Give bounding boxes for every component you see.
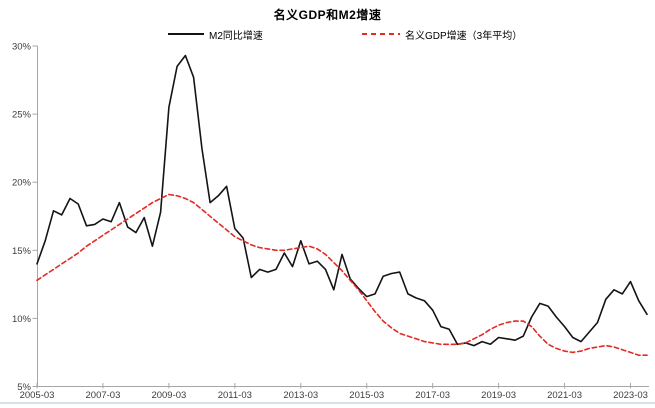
legend-label-m2: M2同比增速 bbox=[209, 30, 263, 42]
x-axis-tick-label: 2005-03 bbox=[20, 390, 55, 401]
x-axis-tick-label: 2021-03 bbox=[547, 390, 582, 401]
legend-label-gdp: 名义GDP增速（3年平均） bbox=[405, 30, 523, 42]
x-axis-tick-label: 2019-03 bbox=[481, 390, 516, 401]
x-axis-tick-label: 2023-03 bbox=[613, 390, 648, 401]
x-axis-tick-label: 2007-03 bbox=[86, 390, 121, 401]
legend-item-m2: M2同比增速 bbox=[168, 28, 263, 42]
m2-solid-line-swatch-icon bbox=[168, 33, 204, 35]
y-axis-tick-label: 20% bbox=[12, 178, 32, 189]
x-axis-tick-label: 2013-03 bbox=[283, 390, 318, 401]
y-axis-tick-label: 30% bbox=[12, 42, 32, 53]
y-axis-tick-label: 25% bbox=[12, 110, 32, 121]
y-axis-tick-label: 10% bbox=[12, 314, 32, 325]
x-axis-tick-label: 2011-03 bbox=[218, 390, 252, 401]
y-axis-tick-label: 15% bbox=[12, 246, 32, 257]
chart-title: 名义GDP和M2增速 bbox=[273, 8, 382, 22]
x-axis-tick-label: 2009-03 bbox=[151, 390, 186, 401]
page-edge-line bbox=[0, 402, 655, 404]
m2-line-series bbox=[36, 54, 648, 347]
legend-item-gdp: 名义GDP增速（3年平均） bbox=[362, 28, 523, 42]
gdp-dashed-line-swatch-icon bbox=[362, 33, 400, 35]
gdp-line-series bbox=[36, 193, 648, 357]
x-axis-tick-label: 2017-03 bbox=[415, 390, 450, 401]
x-axis-tick-label: 2015-03 bbox=[349, 390, 384, 401]
y-axis-tick-label: 5% bbox=[17, 382, 31, 393]
